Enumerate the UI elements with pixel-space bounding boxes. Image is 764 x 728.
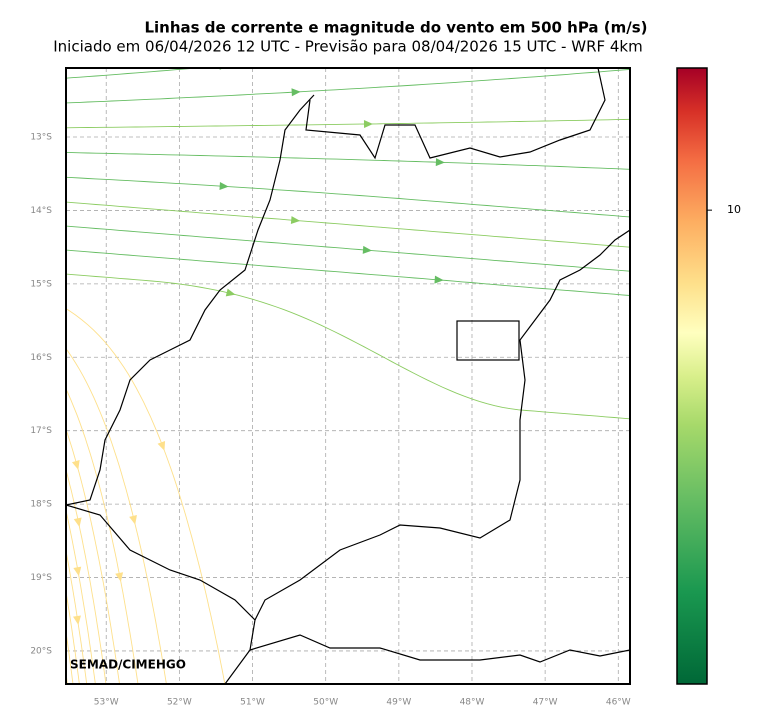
borders xyxy=(66,68,630,684)
streamline-arrow xyxy=(36,683,45,693)
streamline-arrow xyxy=(42,627,51,637)
streamline-arrow xyxy=(42,675,51,685)
colorbar-tick-label: 10 xyxy=(727,203,741,216)
state-border xyxy=(66,504,256,684)
streamline xyxy=(40,656,46,704)
streamline xyxy=(66,152,630,170)
streamline xyxy=(66,548,88,684)
streamline xyxy=(66,68,630,104)
state-border xyxy=(254,229,630,621)
x-tick-label: 51°W xyxy=(240,698,265,708)
streamline xyxy=(66,176,630,218)
streamline-arrow xyxy=(225,288,236,297)
subtitle: Iniciado em 06/04/2026 12 UTC - Previsão… xyxy=(53,38,642,56)
colorbar xyxy=(676,67,708,685)
title: Linhas de corrente e magnitude do vento … xyxy=(144,19,647,37)
watermark: SEMAD/CIMEHGO xyxy=(70,658,186,672)
streamline xyxy=(66,347,167,684)
streamline-arrow xyxy=(219,182,229,191)
streamline-arrow xyxy=(43,659,52,669)
streamline-arrow xyxy=(157,440,166,451)
streamline-arrow xyxy=(73,615,81,625)
x-tick-label: 53°W xyxy=(94,698,119,708)
y-tick-label: 14°S xyxy=(30,206,52,216)
y-tick-label: 19°S xyxy=(30,573,52,583)
state-border xyxy=(305,68,606,160)
streamline xyxy=(66,468,107,684)
streamline xyxy=(66,387,139,684)
streamline-arrow xyxy=(434,275,444,284)
df-border xyxy=(456,320,520,361)
x-tick-label: 52°W xyxy=(167,698,192,708)
streamline xyxy=(66,273,630,420)
streamline xyxy=(66,118,630,129)
streamline-arrow xyxy=(435,158,445,167)
streamline-arrow xyxy=(362,245,372,254)
streamline-arrow xyxy=(38,667,47,677)
streamline-arrow xyxy=(115,572,124,582)
streamline xyxy=(66,225,630,272)
streamline-arrow xyxy=(290,216,301,225)
streamline xyxy=(66,629,74,684)
streamline xyxy=(40,584,56,703)
streamline xyxy=(66,589,80,684)
x-tick-label: 47°W xyxy=(533,698,558,708)
streamline-arrow xyxy=(73,566,82,577)
x-tick-label: 49°W xyxy=(386,698,411,708)
x-tick-label: 46°W xyxy=(606,698,631,708)
state-border xyxy=(66,94,315,506)
streamline-arrow xyxy=(129,514,137,525)
streamline-arrow xyxy=(73,517,82,528)
x-tick-label: 48°W xyxy=(460,698,485,708)
streamline xyxy=(66,249,630,296)
streamline xyxy=(66,428,120,684)
y-tick-label: 20°S xyxy=(30,646,52,656)
y-tick-label: 15°S xyxy=(30,279,52,289)
streamline xyxy=(66,68,202,79)
streamline xyxy=(66,201,630,248)
streamline xyxy=(66,308,226,684)
streamline xyxy=(40,536,65,702)
y-tick-label: 18°S xyxy=(30,500,52,510)
map-frame xyxy=(65,67,631,685)
streamline-arrow xyxy=(51,530,61,540)
streamline-arrow xyxy=(291,88,301,97)
streamline-arrow xyxy=(54,578,63,588)
streamline xyxy=(40,680,43,704)
streamline xyxy=(40,632,49,703)
streamline-arrow xyxy=(363,120,373,129)
streamline xyxy=(66,508,96,684)
x-tick-label: 50°W xyxy=(313,698,338,708)
streamline-arrow xyxy=(53,642,62,652)
state-border xyxy=(249,634,630,663)
streamline-arrow xyxy=(42,595,51,605)
y-tick-label: 13°S xyxy=(30,133,52,143)
y-tick-label: 17°S xyxy=(30,426,52,436)
y-tick-label: 16°S xyxy=(30,353,52,363)
streamline-arrow xyxy=(55,618,64,628)
streamline-arrow xyxy=(71,460,80,470)
